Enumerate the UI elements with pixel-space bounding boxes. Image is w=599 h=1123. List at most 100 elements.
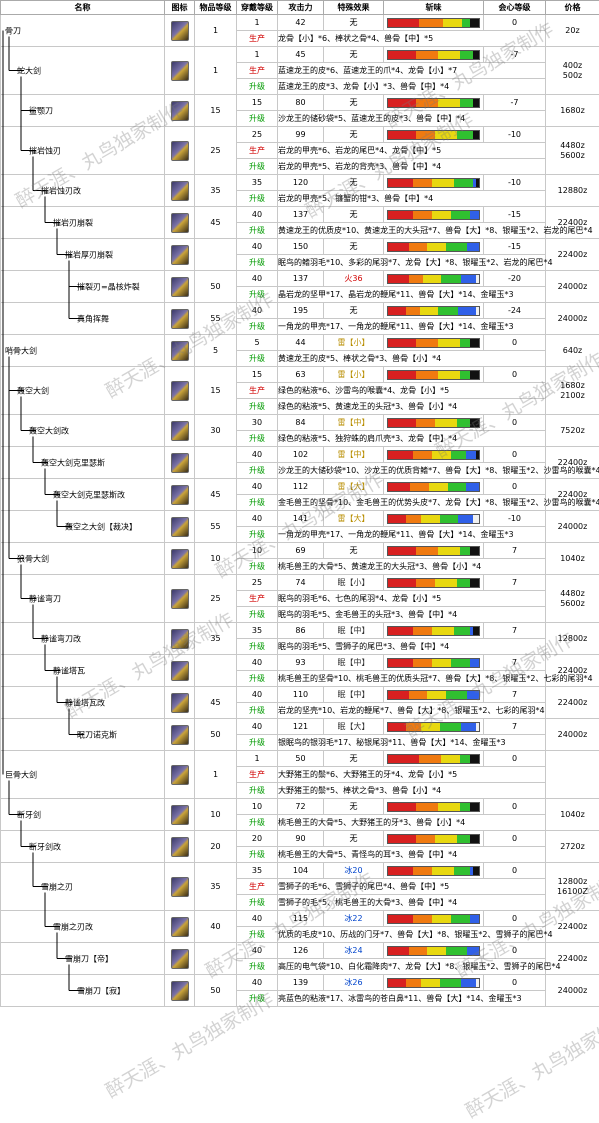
weapon-name[interactable]: 轰空之大剑【裁决】 <box>65 521 137 532</box>
equip-level: 5 <box>237 335 278 351</box>
special-effect: 无 <box>350 177 358 188</box>
equip-level: 40 <box>237 911 278 927</box>
special-effect-cell: 无 <box>324 303 384 319</box>
weapon-name[interactable]: 摧裂刃=晶核炸裂 <box>77 281 140 292</box>
weapon-name[interactable]: 眠刀诺克斯 <box>77 729 117 740</box>
sharpness-segment <box>446 243 467 251</box>
upgrade-label: 升级 <box>237 255 278 271</box>
sharpness-segment <box>467 691 479 699</box>
material-list: 桃毛兽王的坚骨*10、桃毛兽王的优质头冠*7、兽骨【大】*8、银曜玉*2、七彩的… <box>278 671 599 687</box>
sharpness-cell <box>384 975 484 991</box>
weapon-icon-cell <box>165 911 195 943</box>
affinity-value: 7 <box>484 575 546 591</box>
item-level: 40 <box>195 911 237 943</box>
special-effect: 无 <box>350 97 358 108</box>
special-effect-cell: 冰22 <box>324 911 384 927</box>
sharpness-segment <box>413 451 432 459</box>
great-sword-icon <box>171 629 189 649</box>
affinity-value: 7 <box>484 543 546 559</box>
weapon-name[interactable]: 轰空大剑克里瑟斯 <box>41 457 105 468</box>
weapon-name[interactable]: 静谧塔瓦改 <box>65 697 105 708</box>
sharpness-segment <box>388 51 416 59</box>
weapon-name[interactable]: 断牙剑 <box>17 809 41 820</box>
sharpness-cell <box>384 831 484 847</box>
weapon-name[interactable]: 静谧弯刀改 <box>41 633 81 644</box>
sharpness-segment <box>432 915 451 923</box>
sharpness-segment <box>416 131 435 139</box>
equip-level: 1 <box>237 15 278 31</box>
weapon-name[interactable]: 狼骨大剑 <box>17 553 49 564</box>
sharpness-segment <box>388 243 409 251</box>
sharpness-bar <box>387 802 480 812</box>
item-level: 15 <box>195 95 237 127</box>
sharpness-segment <box>467 243 479 251</box>
special-effect-cell: 冰24 <box>324 943 384 959</box>
weapon-name-cell: 眠刀诺克斯 <box>1 719 165 751</box>
weapon-name[interactable]: 蛇大剑 <box>17 65 41 76</box>
affinity-value: 0 <box>484 863 546 879</box>
equip-level: 15 <box>237 367 278 383</box>
weapon-name[interactable]: 摧岩厚刃崩裂 <box>65 249 113 260</box>
sharpness-segment <box>413 179 432 187</box>
sharpness-segment <box>443 19 462 27</box>
weapon-name[interactable]: 轰空大剑克里瑟斯改 <box>53 489 125 500</box>
weapon-name[interactable]: 静谧塔瓦 <box>53 665 85 676</box>
weapon-name[interactable]: 轰空大剑改 <box>29 425 69 436</box>
weapon-name-cell: 雪崩刀【帝】 <box>1 943 165 975</box>
weapon-name[interactable]: 骨刀 <box>5 25 21 36</box>
sharpness-bar <box>387 178 480 188</box>
attack-value: 42 <box>278 15 324 31</box>
sharpness-segment <box>470 659 479 667</box>
weapon-name-cell: 静谧弯刀 <box>1 575 165 623</box>
weapon-name[interactable]: 摧岩蚀刃 <box>29 145 61 156</box>
weapon-name[interactable]: 巨骨大剑 <box>5 769 37 780</box>
sharpness-segment <box>435 835 457 843</box>
craft-label: 生产 <box>237 383 278 399</box>
special-effect-cell: 眠【中】 <box>324 687 384 703</box>
affinity-value: -20 <box>484 271 546 287</box>
special-effect: 雷【中】 <box>338 417 370 428</box>
material-list: 黄速龙王的皮*5、棒状之骨*3、兽骨【小】*4 <box>278 351 599 367</box>
weapon-name[interactable]: 断牙剑改 <box>29 841 61 852</box>
sharpness-bar <box>387 242 480 252</box>
weapon-icon-cell <box>165 15 195 47</box>
weapon-name[interactable]: 雪崩之刃 <box>41 881 73 892</box>
sharpness-cell <box>384 799 484 815</box>
affinity-value: 7 <box>484 623 546 639</box>
weapon-name[interactable]: 真角挥舞 <box>77 313 109 324</box>
weapon-name[interactable]: 静谧弯刀 <box>29 593 61 604</box>
special-effect-cell: 眠【中】 <box>324 623 384 639</box>
sharpness-segment <box>406 979 421 987</box>
sharpness-cell <box>384 687 484 703</box>
sharpness-segment <box>416 339 438 347</box>
weapon-icon-cell <box>165 447 195 479</box>
special-effect-cell: 冰20 <box>324 863 384 879</box>
weapon-name[interactable]: 轰空大剑 <box>17 385 49 396</box>
sharpness-segment <box>409 947 427 955</box>
affinity-value: 0 <box>484 943 546 959</box>
sharpness-segment <box>473 179 476 187</box>
sharpness-bar <box>387 978 480 988</box>
weapon-name[interactable]: 雪崩刀【帝】 <box>65 953 113 964</box>
item-level: 45 <box>195 479 237 511</box>
equip-level: 30 <box>237 415 278 431</box>
weapon-name[interactable]: 鲨颚刀 <box>29 105 53 116</box>
attack-value: 63 <box>278 367 324 383</box>
weapon-name[interactable]: 雪崩之刃改 <box>53 921 93 932</box>
weapon-name-cell: 轰空之大剑【裁决】 <box>1 511 165 543</box>
equip-level: 40 <box>237 239 278 255</box>
weapon-name[interactable]: 雪崩刀【寂】 <box>77 985 125 996</box>
sharpness-segment <box>388 515 406 523</box>
weapon-name[interactable]: 摧岩蚀刃改 <box>41 185 81 196</box>
weapon-name[interactable]: 哨骨大剑 <box>5 345 37 356</box>
affinity-value: -10 <box>484 511 546 527</box>
great-sword-icon <box>171 765 189 785</box>
attack-value: 150 <box>278 239 324 255</box>
weapon-name[interactable]: 摧岩刃崩裂 <box>53 217 93 228</box>
